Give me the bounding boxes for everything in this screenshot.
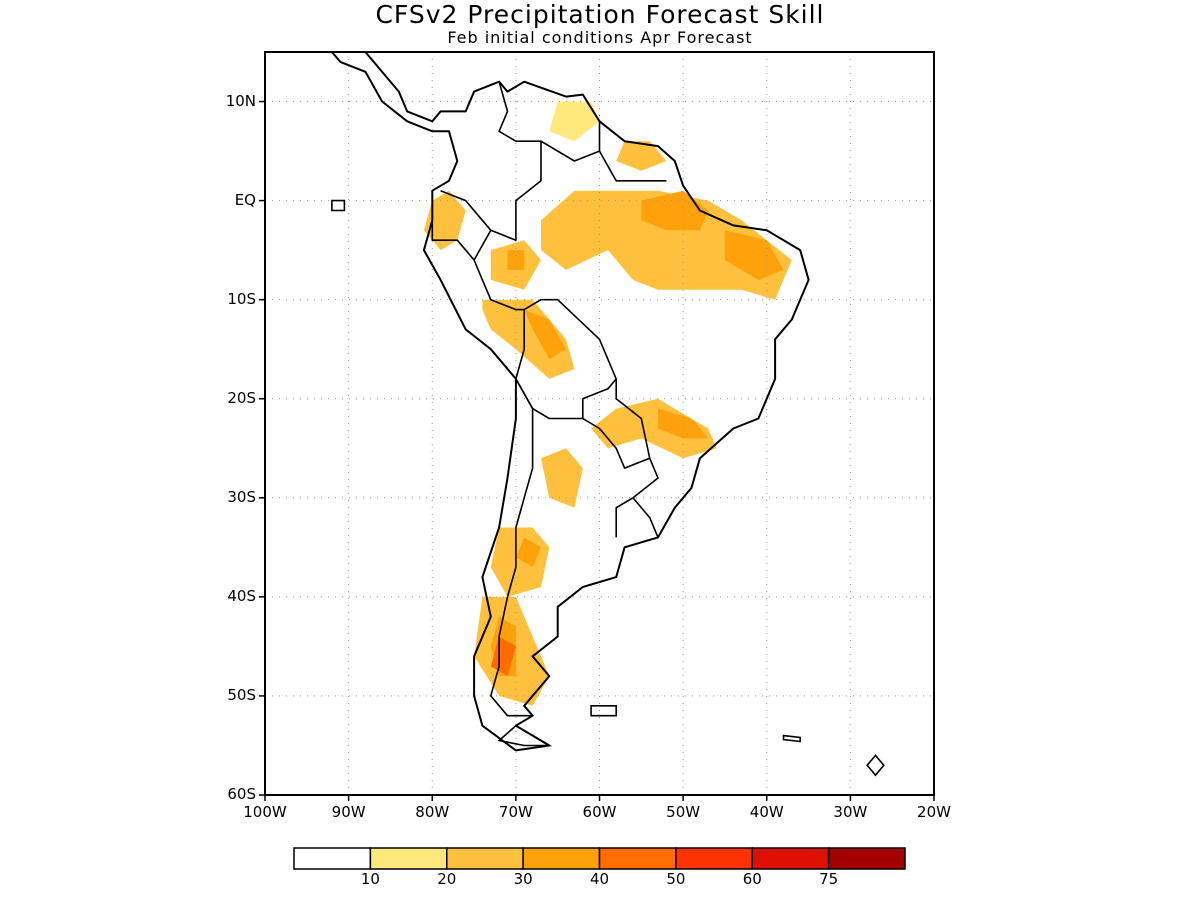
lat-tick-label: 60S	[227, 785, 256, 803]
lon-tick-label: 20W	[917, 803, 951, 821]
lat-tick-label: EQ	[234, 190, 256, 209]
skill-region-17	[490, 636, 516, 677]
skill-region-9	[549, 101, 600, 142]
skill-region-10	[591, 398, 717, 459]
lon-tick-label: 70W	[498, 803, 533, 821]
lon-tick-label: 80W	[415, 803, 450, 821]
island-outline	[866, 754, 885, 777]
country-border	[489, 428, 534, 717]
country-border	[515, 378, 583, 420]
colorbar-label: 60	[742, 870, 762, 888]
skill-region-2	[724, 230, 784, 280]
map-title: CFSv2 Precipitation Forecast Skill	[375, 0, 825, 29]
map-subtitle: Feb initial conditions Apr Forecast	[447, 28, 753, 47]
colorbar-label: 30	[513, 870, 533, 888]
country-border	[632, 497, 659, 538]
lat-tick-label: 40S	[227, 586, 256, 605]
skill-region-0	[541, 190, 792, 300]
skill-region-5	[507, 250, 525, 270]
country-border	[431, 220, 475, 261]
colorbar-label: 20	[437, 870, 457, 888]
country-border	[540, 121, 601, 162]
skill-region-3	[423, 190, 466, 251]
graticule-grid	[265, 52, 934, 795]
skill-region-13	[490, 527, 550, 597]
lon-tick-label: 40W	[749, 803, 784, 821]
coastline	[331, 52, 810, 752]
lon-tick-label: 50W	[666, 803, 701, 821]
skill-region-8	[616, 141, 667, 171]
skill-region-6	[482, 299, 575, 379]
lat-tick-label: 50S	[227, 685, 256, 704]
lon-tick-label: 90W	[331, 803, 366, 821]
island-outline	[590, 704, 618, 717]
colorbar	[293, 847, 906, 870]
island-outline	[782, 734, 802, 743]
lat-tick-label: 10S	[227, 289, 256, 308]
island-outline	[497, 724, 553, 747]
colorbar-swatch	[522, 847, 601, 870]
lat-tick-label: 30S	[227, 487, 256, 506]
colorbar-swatch	[369, 847, 448, 870]
colorbar-swatch	[827, 847, 906, 870]
lat-tick-label: 10N	[225, 91, 256, 110]
skill-region-1	[641, 190, 709, 231]
axis-ticks	[259, 100, 935, 801]
skill-region-14	[515, 537, 541, 568]
lon-tick-label: 30W	[833, 803, 868, 821]
lon-tick-label: 60W	[582, 803, 617, 821]
colorbar-label: 40	[589, 870, 610, 888]
colorbar-label: 10	[360, 870, 380, 888]
colorbar-swatch	[675, 847, 753, 870]
country-borders-layer	[431, 81, 667, 717]
coastline-layer	[331, 52, 885, 777]
skill-region-7	[524, 309, 566, 360]
lat-tick-label: 20S	[227, 388, 256, 407]
island-outline	[331, 199, 346, 212]
lon-tick-label: 100W	[243, 803, 287, 821]
country-border	[598, 150, 667, 182]
country-border	[440, 81, 542, 241]
colorbar-label: 50	[666, 870, 686, 888]
colorbar-swatch	[598, 847, 677, 870]
skill-region-12	[541, 448, 583, 508]
colorbar-label: 75	[819, 870, 839, 888]
skill-contour-fills	[423, 101, 792, 706]
colorbar-swatch	[446, 847, 524, 870]
country-border	[473, 229, 651, 469]
colorbar-swatch	[751, 847, 830, 870]
colorbar-swatch	[293, 847, 372, 870]
